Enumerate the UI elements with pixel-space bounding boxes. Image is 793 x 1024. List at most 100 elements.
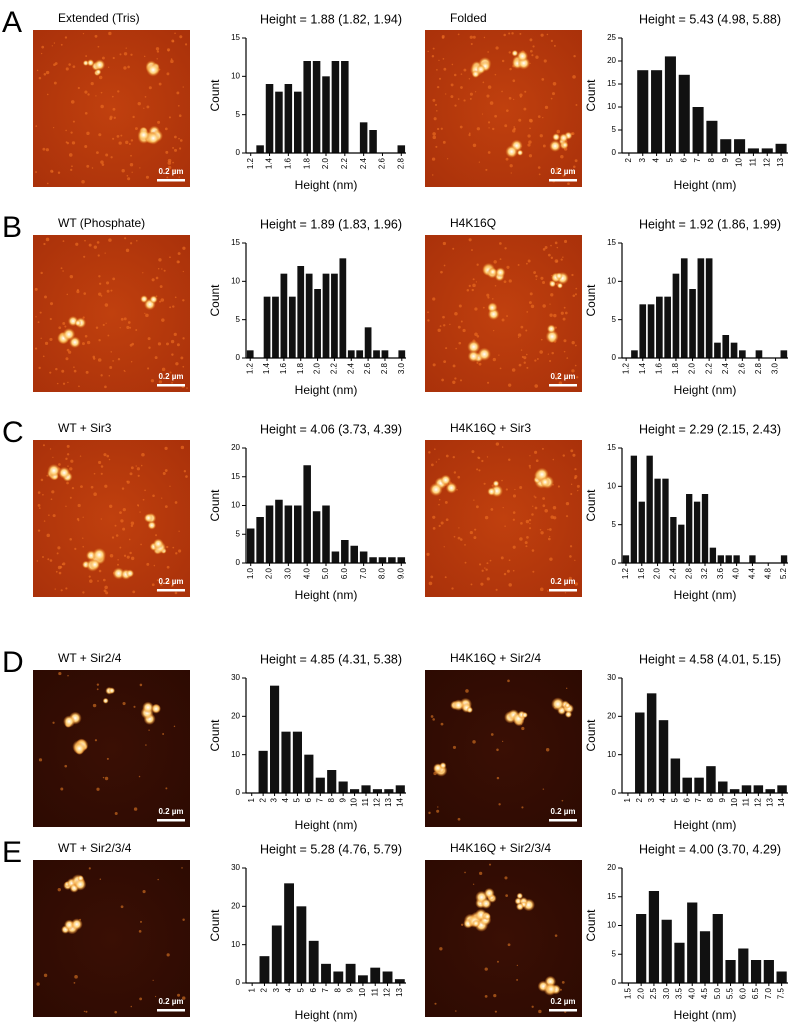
afm-speck <box>182 365 185 368</box>
bar <box>258 750 268 793</box>
afm-speck <box>494 114 498 118</box>
bar <box>780 555 788 563</box>
afm-speck <box>133 705 136 708</box>
afm-speck <box>432 718 435 721</box>
afm-speck <box>457 325 461 329</box>
afm-speck <box>142 890 146 894</box>
afm-speck <box>555 372 557 374</box>
afm-speck <box>452 455 455 459</box>
afm-speck <box>563 239 568 243</box>
afm-particle <box>483 912 491 921</box>
afm-speck <box>178 137 180 140</box>
afm-speck <box>573 165 576 169</box>
chart-title: Height = 4.85 (4.31, 5.38) <box>260 652 402 666</box>
afm-speck <box>485 168 488 171</box>
afm-speck <box>68 63 71 66</box>
afm-speck <box>501 479 503 482</box>
afm-speck <box>563 306 566 309</box>
afm-speck <box>558 381 563 385</box>
afm-speck <box>176 343 180 347</box>
afm-speck <box>532 45 535 48</box>
x-tick-label: 10 <box>358 987 367 996</box>
afm-speck <box>528 527 532 530</box>
bar <box>350 789 360 793</box>
afm-speck <box>139 920 142 923</box>
afm-speck <box>504 247 507 250</box>
afm-speck <box>126 325 130 330</box>
bar <box>331 61 340 153</box>
afm-particle <box>429 482 443 497</box>
afm-speck <box>529 49 533 53</box>
afm-speck <box>560 311 564 315</box>
bar <box>775 143 787 153</box>
bar <box>369 130 377 153</box>
afm-particle <box>511 49 519 57</box>
afm-speck <box>142 272 144 274</box>
afm-speck <box>550 97 553 100</box>
afm-particle <box>94 59 106 71</box>
afm-speck <box>512 569 515 572</box>
afm-speck <box>560 258 563 261</box>
afm-speck <box>512 129 516 133</box>
afm-speck <box>34 287 38 291</box>
afm-speck <box>508 32 511 35</box>
afm-speck <box>60 589 63 592</box>
afm-speck <box>80 485 83 489</box>
histogram: Height = 1.92 (1.86, 1.99) Height (nm) Cou… <box>584 217 788 397</box>
afm-speck <box>121 169 125 173</box>
x-tick-label: 14 <box>395 797 404 806</box>
afm-speck <box>157 342 162 346</box>
chart-title: Height = 5.43 (4.98, 5.88) <box>639 12 781 26</box>
afm-speck <box>136 467 141 471</box>
afm-speck <box>529 523 531 525</box>
afm-speck <box>41 45 45 49</box>
afm-speck <box>49 559 53 562</box>
afm-background <box>33 30 190 187</box>
x-tick-label: 3.0 <box>397 362 406 374</box>
afm-particle <box>467 340 481 354</box>
afm-speck <box>37 529 41 532</box>
x-tick-label: 6 <box>304 797 313 802</box>
afm-speck <box>569 545 573 548</box>
afm-particle <box>152 538 164 550</box>
afm-speck <box>556 246 559 249</box>
y-tick-label: 5 <box>612 315 617 324</box>
afm-speck <box>174 296 177 299</box>
bar <box>369 557 377 563</box>
afm-speck <box>142 498 145 501</box>
afm-speck <box>550 244 552 247</box>
afm-speck <box>497 960 499 963</box>
afm-speck <box>485 568 488 571</box>
afm-speck <box>481 113 484 115</box>
afm-speck <box>175 362 179 366</box>
afm-speck <box>431 157 436 161</box>
x-tick-label: 2.4 <box>359 157 368 169</box>
afm-speck <box>167 580 171 585</box>
afm-speck <box>504 124 508 128</box>
afm-speck <box>505 157 509 161</box>
afm-speck <box>432 174 434 176</box>
afm-speck <box>152 494 155 498</box>
bar <box>646 693 657 793</box>
afm-speck <box>143 107 145 109</box>
image-caption: WT + Sir2/4 <box>58 651 122 665</box>
afm-speck <box>504 876 508 880</box>
afm-speck <box>158 82 162 86</box>
afm-speck <box>98 292 102 296</box>
x-tick-label: 13 <box>384 797 393 806</box>
afm-particle <box>545 983 557 995</box>
afm-speck <box>164 505 168 509</box>
afm-speck <box>526 536 529 539</box>
afm-speck <box>442 315 445 319</box>
y-tick-label: 20 <box>231 443 240 452</box>
scale-bar <box>157 589 185 592</box>
afm-speck <box>483 36 486 39</box>
afm-speck <box>48 514 50 516</box>
x-tick-label: 7 <box>693 157 702 162</box>
afm-speck <box>119 546 122 549</box>
afm-speck <box>102 323 105 327</box>
afm-speck <box>97 254 100 257</box>
x-tick-label: 1 <box>247 987 256 992</box>
afm-particle <box>445 482 458 494</box>
bar <box>651 70 663 153</box>
